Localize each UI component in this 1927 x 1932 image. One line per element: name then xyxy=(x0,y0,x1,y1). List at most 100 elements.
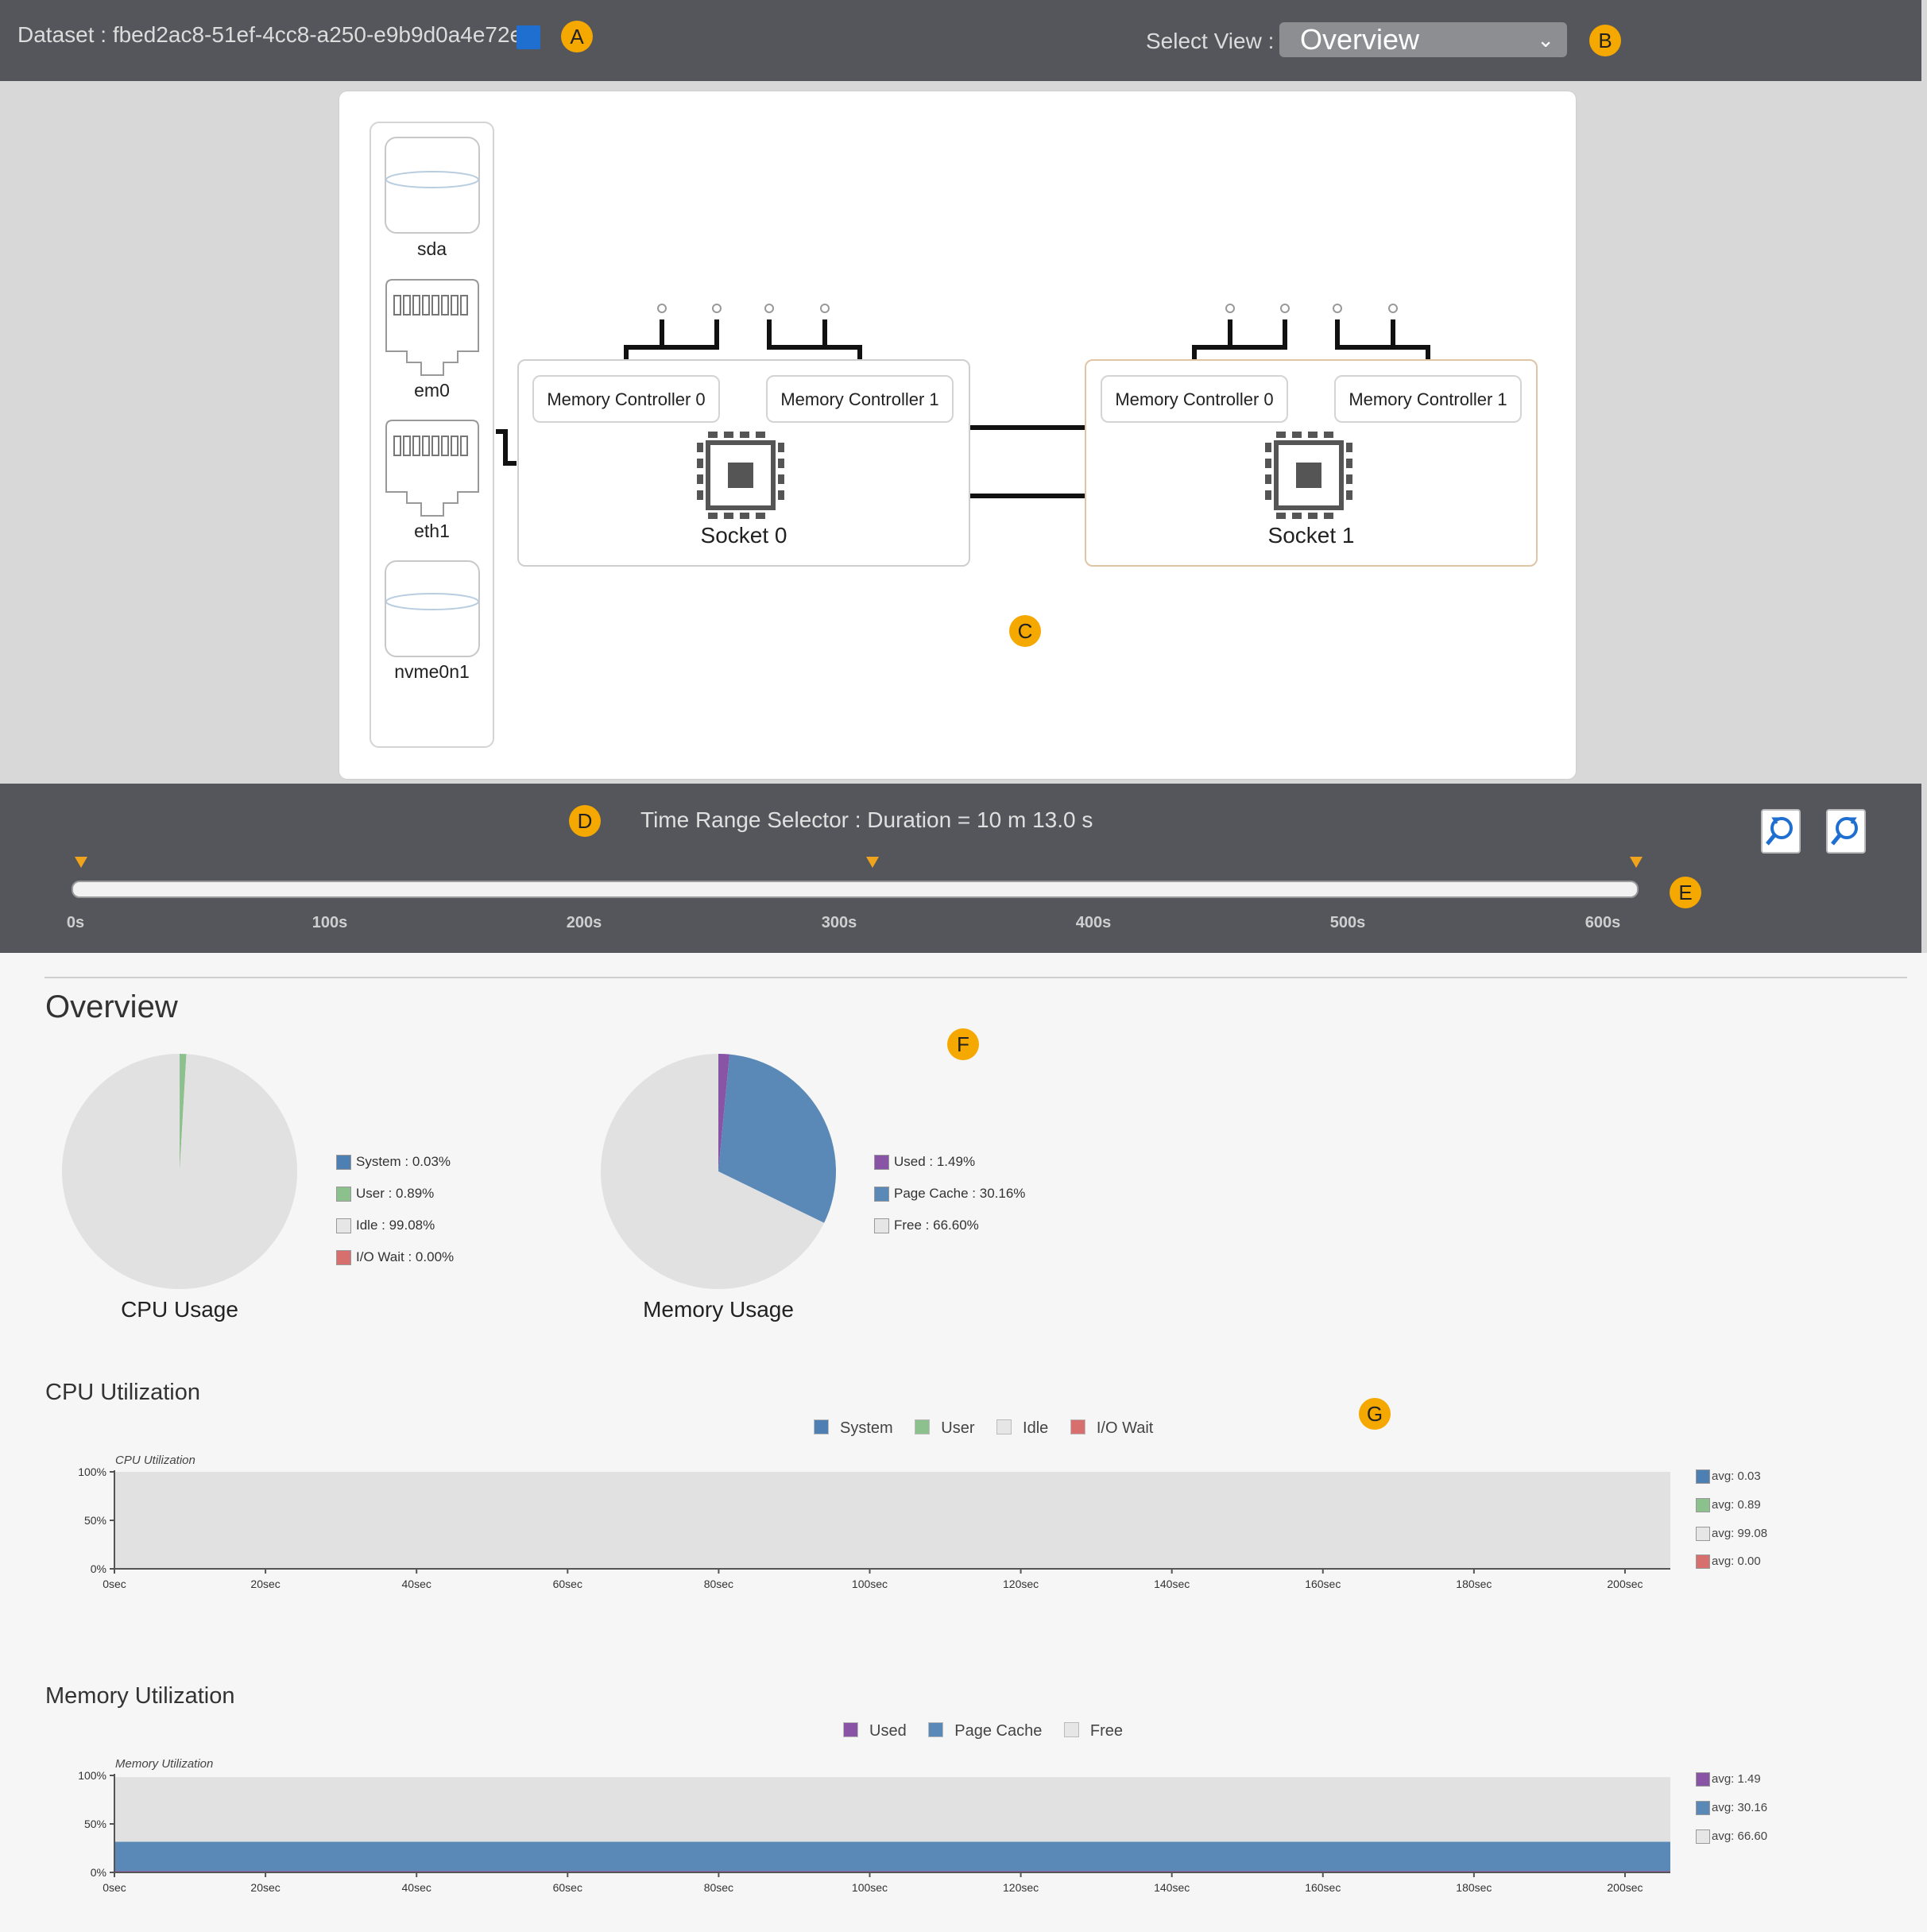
cpu-util-x-tick-label: 20sec xyxy=(250,1578,280,1590)
mem-util-y-tick-label: 0% xyxy=(91,1866,106,1879)
legend-free: Free xyxy=(1089,1722,1124,1740)
memory-avg-free: avg: 66.60 xyxy=(1696,1829,1767,1845)
zoom-reset-button[interactable] xyxy=(1761,809,1801,854)
legend-used: Used xyxy=(869,1722,907,1740)
mem-util-x-tick-label: 160sec xyxy=(1305,1881,1341,1894)
mem-util-x-tick-label: 20sec xyxy=(250,1881,280,1894)
memory-controller-button[interactable]: Memory Controller 1 xyxy=(766,375,954,423)
time-range-slider[interactable] xyxy=(72,881,1639,898)
device-label-em0: em0 xyxy=(414,380,450,401)
memory-utilization-chart: Memory Utilization 0% 50% 100% 0sec 20sec 40se… xyxy=(78,1757,1670,1894)
cpu-avg-system: avg: 0.03 xyxy=(1696,1469,1761,1485)
cpu-util-x-tick-label: 200sec xyxy=(1607,1578,1643,1590)
mem-util-x-tick-label: 200sec xyxy=(1607,1881,1643,1894)
zoom-out-icon xyxy=(1766,817,1793,846)
memory-legend-used: Used : 1.49% xyxy=(874,1154,975,1171)
range-start-handle[interactable] xyxy=(75,857,87,868)
marker-f: F xyxy=(947,1028,979,1060)
zoom-in-button[interactable] xyxy=(1826,809,1866,854)
cpu-util-x-tick-label: 120sec xyxy=(1003,1578,1039,1590)
time-tick: 0s xyxy=(66,914,85,931)
memory-avg-used: avg: 1.49 xyxy=(1696,1772,1761,1787)
cpu-util-x-tick-label: 80sec xyxy=(704,1578,733,1590)
memory-controller-button[interactable]: Memory Controller 0 xyxy=(532,375,720,423)
mem-util-y-tick-label: 50% xyxy=(84,1818,106,1830)
time-tick: 300s xyxy=(821,914,857,931)
ethernet-port-icon[interactable] xyxy=(385,278,480,377)
cpu-util-inner-title: CPU Utilization xyxy=(115,1454,195,1467)
marker-c: C xyxy=(1009,615,1041,647)
time-tick: 600s xyxy=(1585,914,1621,931)
mem-util-series-page-cache xyxy=(114,1841,1670,1872)
legend-io-wait: I/O Wait xyxy=(1096,1419,1154,1437)
socket-label: Socket 1 xyxy=(1267,523,1355,548)
legend-user: User xyxy=(941,1419,975,1437)
time-tick: 500s xyxy=(1329,914,1366,931)
cpu-util-y-tick-label: 0% xyxy=(91,1562,106,1575)
socket-label: Socket 0 xyxy=(700,523,787,548)
cpu-avg-user: avg: 0.89 xyxy=(1696,1498,1761,1513)
overview-title: Overview xyxy=(45,989,178,1024)
cpu-slice-idle xyxy=(61,1054,298,1289)
marker-a: A xyxy=(561,21,593,52)
cpu-legend-system: System : 0.03% xyxy=(336,1154,451,1171)
range-mid-handle[interactable] xyxy=(866,857,879,868)
cpu-utilization-title: CPU Utilization xyxy=(45,1380,200,1405)
time-tick: 100s xyxy=(311,914,348,931)
cpu-slice-user xyxy=(180,1054,187,1171)
cpu-chip-icon xyxy=(697,432,784,519)
cpu-legend-user: User : 0.89% xyxy=(336,1186,434,1202)
marker-d: D xyxy=(569,805,601,837)
divider xyxy=(44,977,1907,978)
mem-util-x-tick-label: 60sec xyxy=(553,1881,582,1894)
cpu-usage-pie xyxy=(61,1054,298,1289)
memory-slice-used xyxy=(718,1054,730,1171)
device-label-sda: sda xyxy=(416,238,447,259)
time-tick: 400s xyxy=(1075,914,1112,931)
dataset-label: Dataset : fbed2ac8-51ef-4cc8-a250-e9b9d0… xyxy=(17,22,523,47)
cpu-avg-io-wait: avg: 0.00 xyxy=(1696,1555,1761,1570)
time-range-title: Time Range Selector : Duration = 10 m 13… xyxy=(640,807,1093,832)
memory-legend-bar: Used Page Cache Free xyxy=(843,1722,1123,1740)
disk-icon[interactable] xyxy=(385,560,480,657)
mem-util-x-tick-label: 40sec xyxy=(402,1881,431,1894)
marker-g: G xyxy=(1359,1398,1391,1430)
memory-usage-title: Memory Usage xyxy=(643,1297,794,1322)
chevron-down-icon: ⌄ xyxy=(1537,28,1554,52)
marker-b: B xyxy=(1589,25,1621,56)
memory-legend-free: Free : 66.60% xyxy=(874,1218,979,1234)
cpu-util-x-tick-label: 40sec xyxy=(402,1578,431,1590)
cpu-util-x-tick-label: 100sec xyxy=(852,1578,888,1590)
cpu-util-x-tick-label: 0sec xyxy=(103,1578,126,1590)
mem-util-x-tick-label: 0sec xyxy=(103,1881,126,1894)
select-view-label: Select View : xyxy=(1146,29,1275,53)
mem-util-inner-title: Memory Utilization xyxy=(115,1757,213,1771)
legend-system: System xyxy=(840,1419,893,1437)
mem-util-x-tick-label: 140sec xyxy=(1154,1881,1190,1894)
memory-controller-button[interactable]: Memory Controller 0 xyxy=(1101,375,1288,423)
overview-panel xyxy=(0,953,1927,1932)
mem-util-series-free xyxy=(114,1777,1670,1842)
range-end-handle[interactable] xyxy=(1630,857,1643,868)
cpu-util-x-tick-label: 160sec xyxy=(1305,1578,1341,1590)
ethernet-port-icon[interactable] xyxy=(385,419,480,517)
time-tick: 200s xyxy=(566,914,602,931)
memory-slice-page-cache xyxy=(718,1054,836,1223)
cpu-util-x-tick-label: 60sec xyxy=(553,1578,582,1590)
zoom-in-icon xyxy=(1831,817,1858,846)
cpu-legend-io-wait: I/O Wait : 0.00% xyxy=(336,1249,454,1266)
cpu-util-y-tick-label: 50% xyxy=(84,1514,106,1527)
memory-controller-button[interactable]: Memory Controller 1 xyxy=(1334,375,1522,423)
dataset-info-icon[interactable] xyxy=(517,25,540,49)
mem-util-x-tick-label: 120sec xyxy=(1003,1881,1039,1894)
legend-page-cache: Page Cache xyxy=(954,1722,1043,1740)
marker-e: E xyxy=(1670,877,1701,908)
view-select[interactable]: Overview ⌄ xyxy=(1279,22,1567,57)
mem-util-x-tick-label: 180sec xyxy=(1456,1881,1492,1894)
cpu-legend-idle: Idle : 99.08% xyxy=(336,1218,435,1234)
cpu-utilization-chart: CPU Utilization 0% 50% 100% 0sec 20sec 40sec 60… xyxy=(78,1454,1670,1590)
memory-usage-pie xyxy=(601,1054,836,1289)
cpu-chip-icon xyxy=(1265,432,1352,519)
cpu-util-y-tick-label: 100% xyxy=(78,1465,106,1478)
disk-icon[interactable] xyxy=(385,137,480,234)
